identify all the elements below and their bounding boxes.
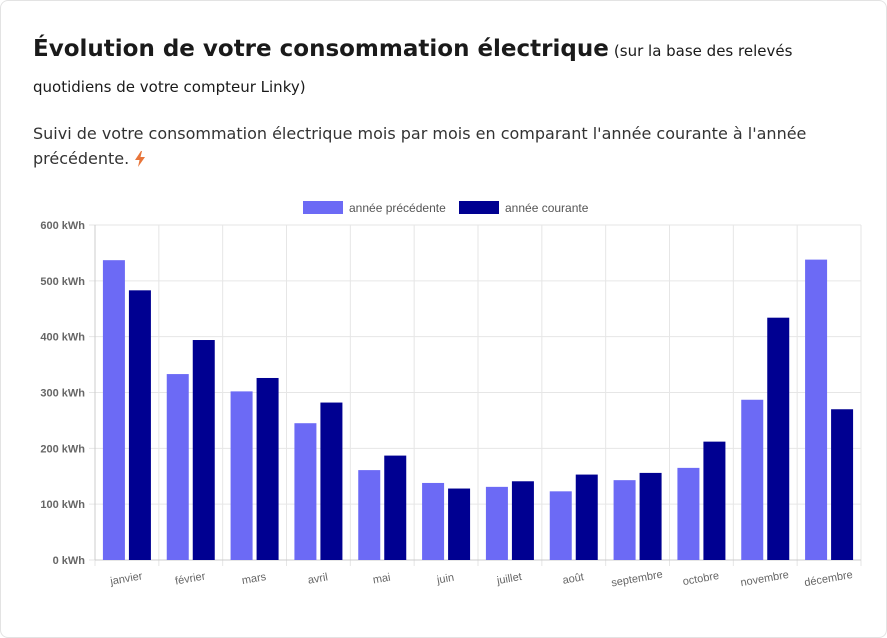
bar-previous-year [677,467,700,560]
legend-label: année précédente [349,201,446,215]
x-tick-label: avril [307,571,329,586]
bar-previous-year [294,423,317,560]
bar-current-year [192,340,215,560]
x-tick-label: janvier [108,570,143,588]
x-tick-label: août [562,571,585,587]
bar-previous-year [805,259,828,560]
bar-current-year [639,472,662,560]
bar-previous-year [102,260,125,560]
bar-current-year [767,317,790,560]
legend-swatch [303,201,343,214]
y-tick-label: 0 kWh [53,555,86,567]
x-tick-label: novembre [740,569,790,589]
bar-previous-year [422,482,445,560]
y-tick-label: 500 kWh [40,276,85,288]
lightning-bolt-icon [135,149,146,174]
bar-current-year [384,455,407,560]
chart-description: Suivi de votre consommation électrique m… [33,121,833,174]
x-tick-label: mai [372,572,392,587]
bar-current-year [511,481,534,560]
y-tick-label: 100 kWh [40,499,85,511]
y-tick-label: 200 kWh [40,443,85,455]
bar-previous-year [358,470,381,560]
legend-label: année courante [505,201,589,215]
x-tick-label: octobre [682,570,720,588]
y-tick-label: 400 kWh [40,332,85,344]
y-tick-label: 600 kWh [40,220,85,232]
bar-current-year [831,409,854,560]
x-tick-label: juillet [495,571,523,587]
x-tick-label: septembre [610,569,663,590]
bar-previous-year [230,391,253,560]
bar-previous-year [166,374,189,560]
bar-current-year [320,402,343,560]
bar-previous-year [613,480,636,560]
x-tick-label: juin [435,572,455,587]
bar-current-year [128,290,151,560]
legend-swatch [459,201,499,214]
bar-previous-year [485,486,508,560]
y-tick-label: 300 kWh [40,388,85,400]
chart-title: Évolution de votre consommation électriq… [33,31,863,105]
bar-chart: 0 kWh 100 kWh 200 kWh 300 kWh 400 kWh 500 kWh… [40,201,862,590]
x-tick-label: décembre [803,569,853,589]
title-main: Évolution de votre consommation électriq… [33,36,609,62]
bar-current-year [256,377,279,560]
bar-current-year [448,488,471,560]
title-note: (sur la base des relevés quotidiens de v… [33,42,793,96]
description-text: Suivi de votre consommation électrique m… [33,124,807,168]
bar-current-year [575,474,598,560]
bar-previous-year [549,491,572,560]
x-tick-label: mars [241,571,268,587]
bar-current-year [703,441,726,560]
bar-previous-year [741,399,764,560]
x-tick-label: février [174,570,207,587]
